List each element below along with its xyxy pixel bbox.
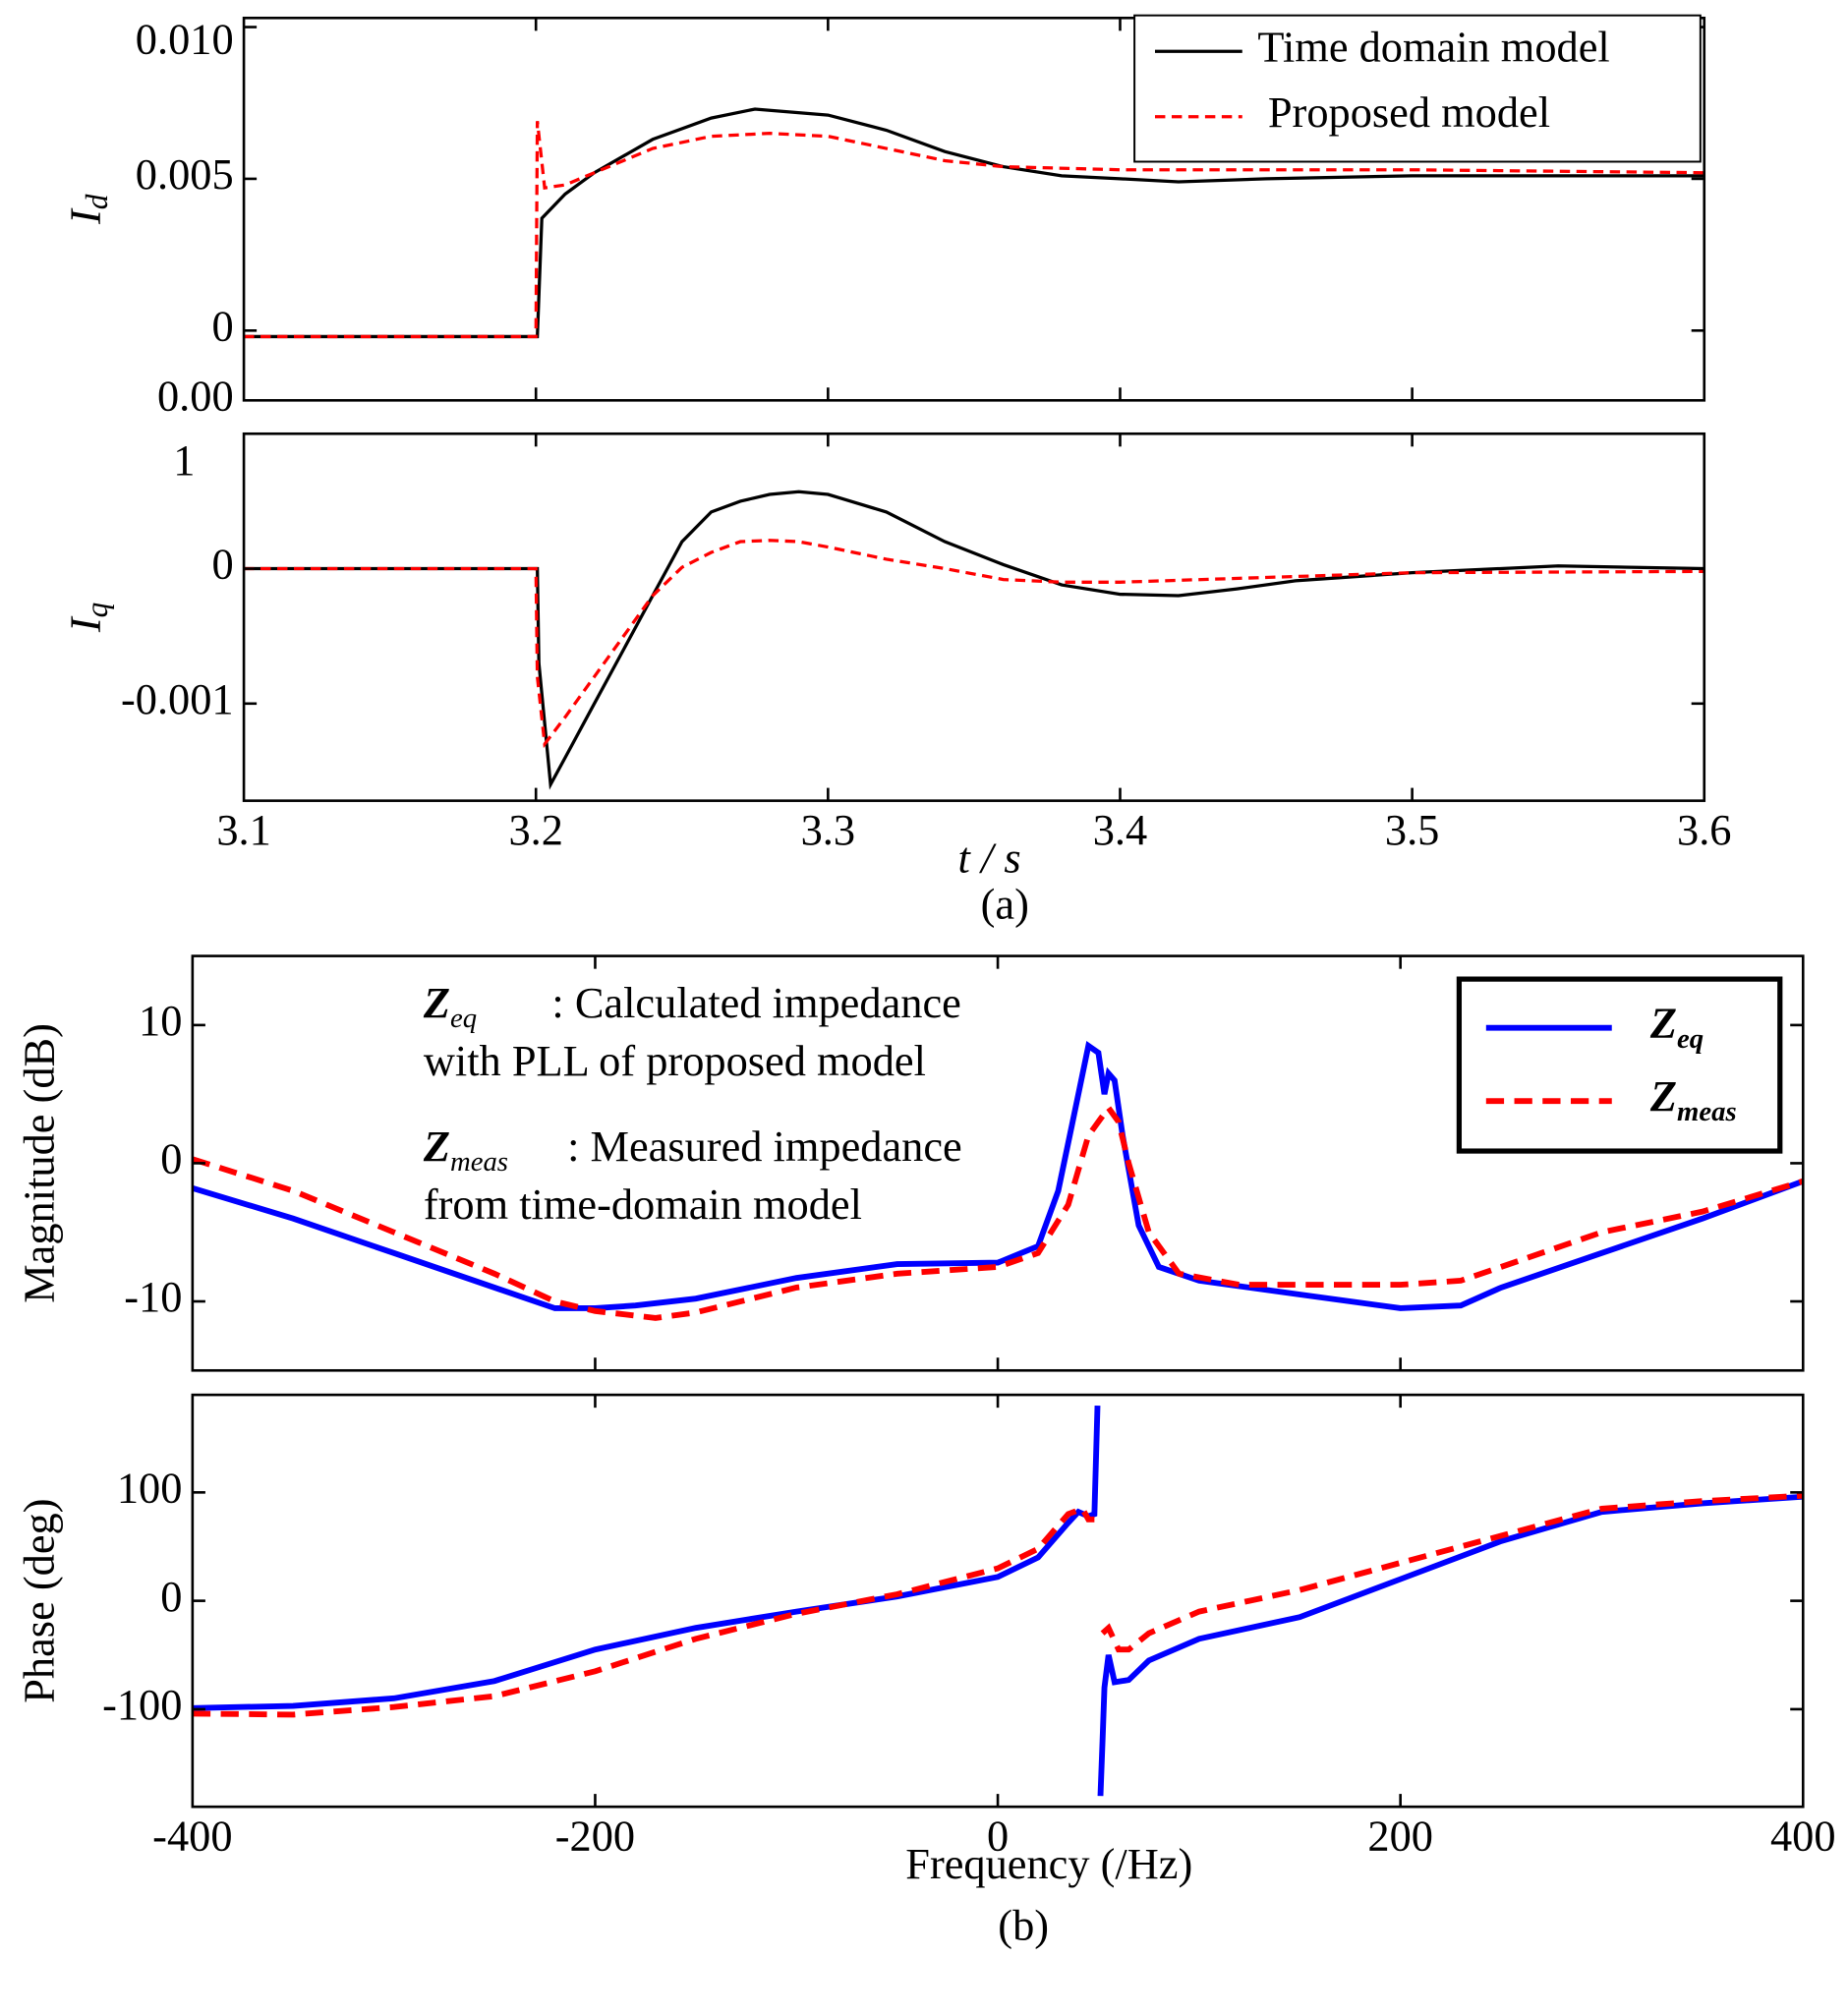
x-tick-label: 3.4 bbox=[1093, 805, 1147, 854]
annotation-text: : Calculated impedance bbox=[551, 978, 960, 1027]
y-tick-label: -100 bbox=[102, 1680, 182, 1729]
x-tick-label: -400 bbox=[152, 1811, 232, 1860]
x-tick-label: 3.1 bbox=[216, 805, 270, 854]
legend-label-sub: meas bbox=[1677, 1096, 1737, 1127]
plot-frame bbox=[191, 1393, 1805, 1809]
series-line bbox=[244, 121, 1704, 339]
y-axis-label: Id bbox=[61, 194, 114, 225]
x-tick-label: 400 bbox=[1770, 1811, 1836, 1860]
y-axis-label: Magnitude (dB) bbox=[15, 1023, 64, 1303]
annotation-symbol-sub: eq bbox=[450, 1002, 477, 1033]
x-tick-label: 3.5 bbox=[1385, 805, 1439, 854]
legend-box bbox=[1456, 976, 1783, 1154]
annotation: Zeq : Calculated impedance bbox=[423, 978, 961, 1033]
annotation-symbol-sub: meas bbox=[450, 1146, 508, 1178]
caption: (b) bbox=[998, 1901, 1049, 1950]
y-tick-label: 10 bbox=[139, 996, 182, 1045]
y-tick-label: 0 bbox=[211, 540, 233, 589]
y-tick-label: 0 bbox=[160, 1572, 182, 1621]
y-tick-label: -10 bbox=[124, 1272, 182, 1321]
annotation: Zmeas : Measured impedance bbox=[423, 1122, 962, 1177]
y-axis-label-main: I bbox=[61, 207, 110, 225]
legend-box bbox=[1133, 14, 1702, 163]
x-tick-label: 3.6 bbox=[1677, 805, 1731, 854]
legend-label-sub: eq bbox=[1677, 1022, 1704, 1054]
series-line bbox=[192, 1492, 1804, 1718]
caption: (a) bbox=[981, 879, 1029, 928]
x-axis-label: Frequency (/Hz) bbox=[905, 1839, 1192, 1888]
y-tick-label: 1 bbox=[173, 435, 195, 485]
legend-label-main: Z bbox=[1649, 1071, 1677, 1121]
x-tick-label: -200 bbox=[555, 1811, 635, 1860]
y-axis-label-main: I bbox=[61, 615, 110, 633]
legend-label-main: Z bbox=[1649, 999, 1677, 1048]
series-line bbox=[192, 1405, 1804, 1797]
y-tick-label: 0.005 bbox=[136, 149, 234, 199]
annotation-symbol: Z bbox=[423, 978, 450, 1027]
x-tick-label: 3.2 bbox=[508, 805, 562, 854]
x-axis-label: t / s bbox=[958, 833, 1021, 882]
legend-label: Time domain model bbox=[1257, 22, 1609, 71]
y-tick-label: 100 bbox=[117, 1464, 183, 1513]
plot-frame bbox=[242, 16, 1706, 402]
series-line bbox=[244, 539, 1704, 749]
x-tick-label: 3.3 bbox=[801, 805, 855, 854]
x-tick-label: 200 bbox=[1367, 1811, 1433, 1860]
y-tick-label: 0.010 bbox=[136, 15, 234, 64]
annotation: from time-domain model bbox=[424, 1180, 862, 1229]
annotation-text: : Measured impedance bbox=[567, 1122, 962, 1171]
y-tick-label: 0.00 bbox=[157, 372, 234, 421]
y-axis-label: Iq bbox=[61, 603, 114, 633]
legend-label: Zmeas bbox=[1649, 1071, 1737, 1126]
legend-label: Proposed model bbox=[1268, 87, 1550, 137]
y-axis-label-sub: q bbox=[80, 603, 114, 618]
legend-label: Zeq bbox=[1649, 999, 1704, 1054]
series-line bbox=[244, 489, 1704, 790]
plot-frame bbox=[242, 432, 1706, 802]
series-line bbox=[244, 107, 1704, 339]
x-tick-label: 0 bbox=[987, 1811, 1009, 1860]
y-axis-label: Phase (deg) bbox=[15, 1499, 64, 1703]
y-axis-label-sub: d bbox=[80, 194, 114, 209]
y-tick-label: 0 bbox=[211, 301, 233, 350]
annotation-symbol: Z bbox=[423, 1122, 450, 1171]
y-tick-label: 0 bbox=[160, 1134, 182, 1183]
series-line bbox=[191, 1103, 1805, 1321]
y-tick-label: -0.001 bbox=[121, 674, 234, 723]
annotation: with PLL of proposed model bbox=[424, 1036, 926, 1085]
